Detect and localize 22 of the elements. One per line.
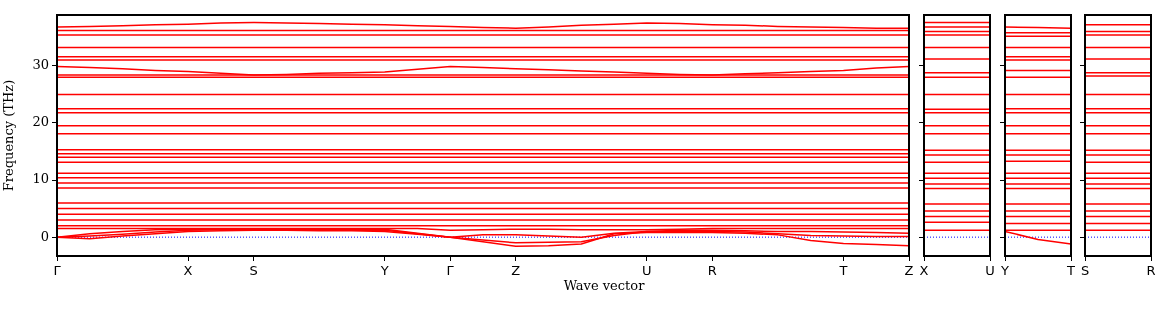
x-tick-label: Y [379, 263, 389, 279]
x-tick-label: R [707, 263, 717, 279]
y-tick-label: 0 [40, 228, 49, 244]
y-tick-label: 20 [32, 114, 49, 130]
x-tick-label: R [1146, 263, 1156, 279]
x-tick-label: U [642, 263, 652, 279]
x-axis-title: Wave vector [563, 278, 645, 293]
y-tick-label: 30 [32, 57, 49, 73]
y-axis-title: Frequency (THz) [1, 79, 17, 192]
x-tick-label: S [249, 263, 258, 279]
x-tick-label: Γ [446, 263, 455, 279]
x-tick-label: X [919, 263, 929, 279]
x-tick-label: S [1081, 263, 1090, 279]
x-tick-label: T [838, 263, 848, 279]
x-tick-label: Z [511, 263, 521, 279]
x-tick-label: Y [999, 263, 1009, 279]
x-tick-label: X [183, 263, 193, 279]
x-tick-label: Γ [53, 263, 62, 279]
x-tick-label: U [985, 263, 996, 279]
x-tick-label: Z [904, 263, 914, 279]
x-tick-label: T [1065, 263, 1075, 279]
y-tick-label: 10 [32, 171, 49, 187]
